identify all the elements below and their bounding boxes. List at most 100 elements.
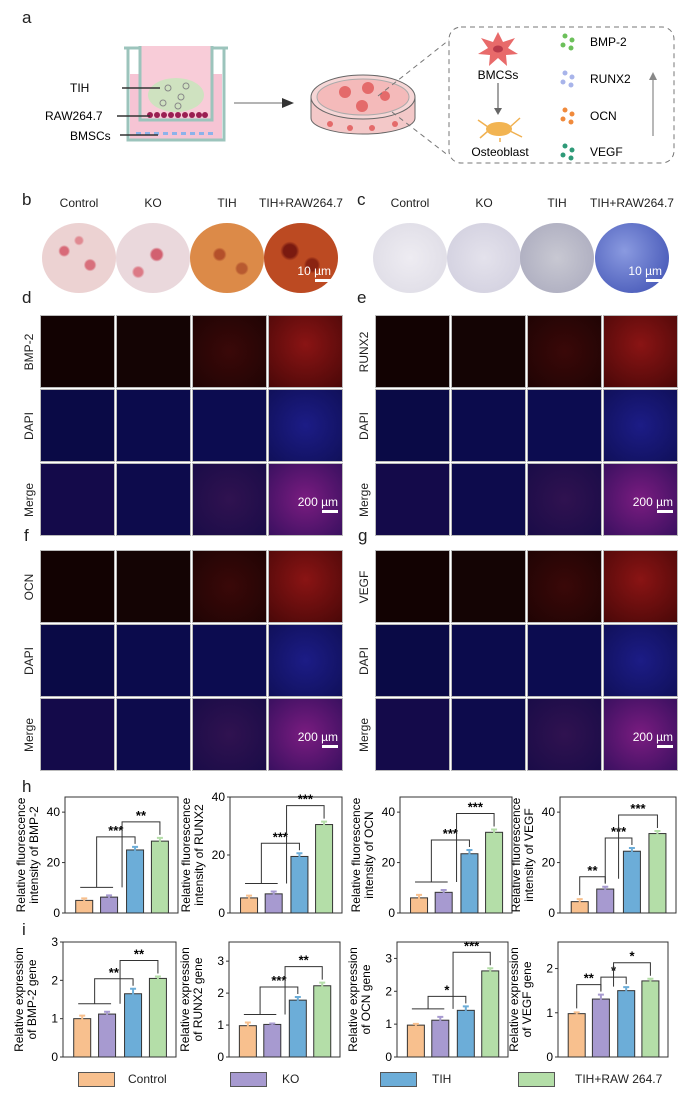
significance-bracket xyxy=(456,813,495,883)
y-axis-label: intensity of VEGF xyxy=(522,808,536,901)
y-axis-label: Relative fluorescence xyxy=(179,797,193,912)
b-stain-image xyxy=(42,223,116,293)
b-stain-image xyxy=(190,223,264,293)
group-label-c: Control xyxy=(390,196,430,210)
fluorescence-image xyxy=(116,389,191,462)
error-bar xyxy=(602,885,609,892)
plot-frame xyxy=(559,796,677,914)
group-label-b: TIH xyxy=(217,196,237,210)
error-bar xyxy=(462,1005,469,1015)
bar xyxy=(406,1024,425,1058)
osteoblast-icon xyxy=(477,117,523,142)
y-axis-label: intensity of BMP-2 xyxy=(27,806,41,904)
arrow-right-icon xyxy=(234,98,294,108)
bar xyxy=(290,855,309,914)
panel-label-h: h xyxy=(22,777,32,796)
group-label-c: TIH xyxy=(547,196,567,210)
fluorescence-image xyxy=(116,550,191,623)
scale-bar-line xyxy=(315,279,331,282)
error-bar xyxy=(79,1014,86,1022)
fluorescence-image xyxy=(268,463,343,536)
marker-bmp2: BMP-2 xyxy=(590,35,627,49)
error-bar xyxy=(647,977,654,984)
y-axis-label: of OCN gene xyxy=(359,964,373,1034)
y-tick-label: 2 xyxy=(385,984,392,998)
significance-label: *** xyxy=(464,938,480,953)
y-tick-label: 2 xyxy=(546,962,553,976)
fluorescence-image xyxy=(375,550,450,623)
significance-bracket xyxy=(121,821,161,888)
bar xyxy=(460,853,479,914)
bar xyxy=(124,993,143,1058)
bar xyxy=(596,888,615,914)
significance-bracket xyxy=(259,986,299,1015)
fluorescence-image xyxy=(192,315,267,388)
scale-bar-line xyxy=(322,510,338,513)
error-bar xyxy=(296,852,303,860)
bar xyxy=(648,833,667,914)
bar xyxy=(264,893,283,914)
fluorescence-image xyxy=(603,698,678,771)
y-axis-label: Relative expression xyxy=(507,947,521,1052)
error-bar xyxy=(466,848,473,858)
y-tick-label: 20 xyxy=(542,856,556,870)
significance-label: ** xyxy=(109,965,120,980)
zoom-callout xyxy=(377,26,675,164)
fluorescence-image xyxy=(603,624,678,697)
label-raw2647: RAW264.7 xyxy=(45,109,103,123)
marker-runx2: RUNX2 xyxy=(590,72,631,86)
error-bar xyxy=(491,828,498,836)
bar xyxy=(263,1023,282,1058)
fluorescence-image xyxy=(40,315,115,388)
y-axis-label: of BMP-2 gene xyxy=(25,959,39,1039)
error-bar xyxy=(416,893,423,901)
fluorescence-image xyxy=(116,698,191,771)
error-bar xyxy=(412,1022,419,1027)
fluorescence-image xyxy=(451,389,526,462)
y-tick-label: 0 xyxy=(388,906,395,920)
fluorescence-image xyxy=(527,389,602,462)
fluorescence-image xyxy=(268,389,343,462)
chart-h-2: 0 20 40 Relative fluorescence intensity of O… xyxy=(349,796,513,920)
bar xyxy=(431,1019,450,1058)
error-bar xyxy=(597,993,604,1004)
scale-bar-line xyxy=(322,745,338,748)
y-axis-label: intensity of OCN xyxy=(362,811,376,898)
significance-label: *** xyxy=(271,973,287,988)
y-axis-label: Relative expression xyxy=(178,947,192,1052)
significance-bracket xyxy=(452,951,491,1009)
scale-bar-label: 10 µm xyxy=(628,264,662,278)
y-tick-label: 0 xyxy=(385,1050,392,1064)
bar xyxy=(567,1013,586,1058)
significance-bracket xyxy=(430,839,470,883)
arrow-up-icon xyxy=(649,72,657,136)
y-tick-label: 0 xyxy=(53,906,60,920)
ocn-dots-icon xyxy=(560,107,575,125)
scale-bar-label: 10 µm xyxy=(297,264,331,278)
plot-frame xyxy=(228,941,341,1058)
error-bar xyxy=(104,1010,111,1017)
significance-label: ** xyxy=(136,808,147,823)
y-tick-label: 3 xyxy=(385,951,392,965)
bar xyxy=(591,998,610,1058)
bar xyxy=(315,824,334,914)
fluorescence-image xyxy=(527,698,602,771)
significance-bracket xyxy=(96,836,136,888)
c-stain-image xyxy=(373,223,447,293)
y-axis-label: Relative fluorescence xyxy=(349,797,363,912)
significance-label: ** xyxy=(299,953,310,968)
y-tick-label: 40 xyxy=(212,790,226,804)
b-scale-bar: 10 µm xyxy=(281,264,331,282)
y-tick-label: 1 xyxy=(546,1006,553,1020)
y-tick-label: 2 xyxy=(217,986,224,1000)
petri-dish-icon xyxy=(310,74,416,135)
significance-bracket xyxy=(94,978,134,1004)
fluorescence-image xyxy=(603,550,678,623)
y-tick-label: 0 xyxy=(51,1050,58,1064)
legend-swatch xyxy=(78,1072,115,1087)
vegf-dots-icon xyxy=(560,143,575,161)
